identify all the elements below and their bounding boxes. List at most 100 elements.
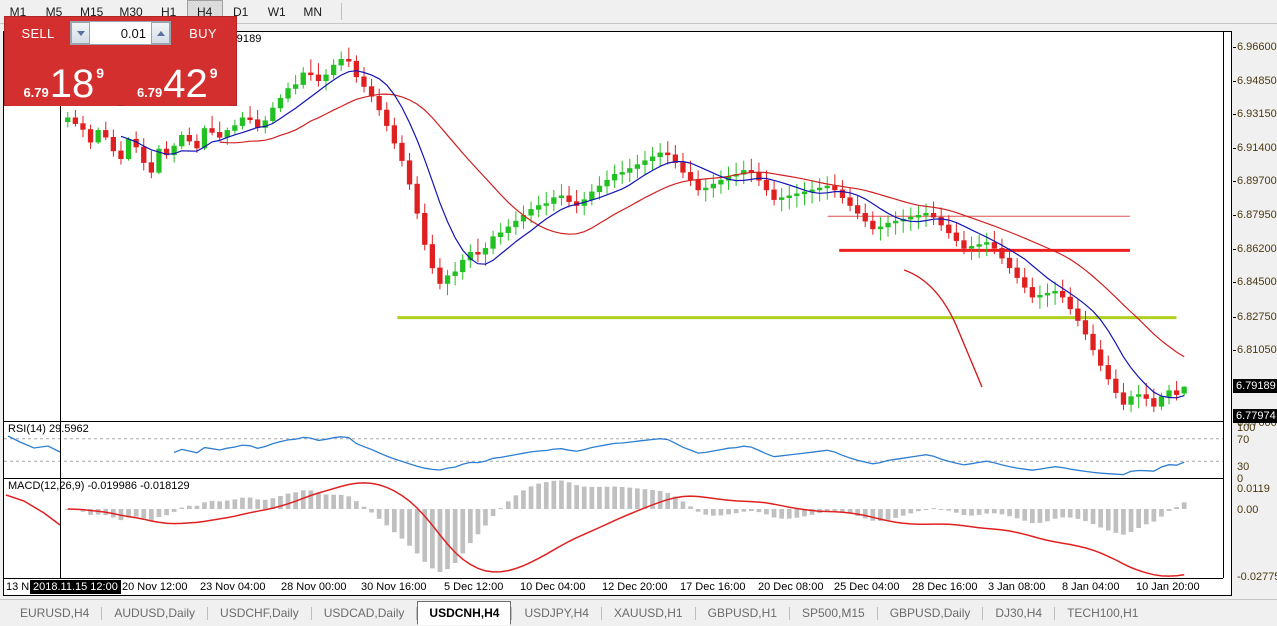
macd-histogram-bar <box>741 509 747 512</box>
chart-tab-gbpusd-daily[interactable]: GBPUSD,Daily <box>889 606 971 620</box>
macd-histogram-bar <box>551 480 557 509</box>
macd-histogram-bar <box>976 509 982 515</box>
candle-body <box>490 236 496 249</box>
volume-increase-button[interactable] <box>151 22 170 44</box>
one-click-trading-panel[interactable]: SELL 0.01 BUY 6.79 18 9 <box>4 16 237 106</box>
buy-label[interactable]: BUY <box>189 25 217 41</box>
macd-histogram-bar <box>969 509 974 516</box>
chart-tab-dj30-h4[interactable]: DJ30,H4 <box>995 606 1043 620</box>
macd-histogram-bar <box>521 490 526 509</box>
macd-histogram-bar <box>1128 509 1134 532</box>
candle-body <box>543 203 549 206</box>
macd-histogram-bar <box>498 508 503 510</box>
candle-body <box>999 248 1005 259</box>
price-axis-tick <box>1233 316 1236 318</box>
timeframe-button-m15[interactable]: M15 <box>80 4 104 19</box>
sell-price-base: 6.79 <box>23 85 49 100</box>
macd-histogram-bar <box>88 509 93 515</box>
macd-histogram-bar <box>1037 509 1043 523</box>
macd-histogram-bar <box>908 509 914 514</box>
macd-histogram-bar <box>840 509 845 512</box>
candle-body <box>292 84 299 89</box>
macd-histogram-bar <box>255 499 260 509</box>
macd-axis-label: 0.0119 <box>1237 483 1270 495</box>
rsi-line <box>173 436 1185 476</box>
candle-body <box>513 220 519 228</box>
macd-histogram-bar <box>916 509 921 512</box>
candle-body <box>680 162 686 173</box>
candle-body <box>1098 349 1104 366</box>
candle-body <box>482 248 489 255</box>
candle-body <box>141 146 147 163</box>
volume-stepper[interactable]: 0.01 <box>70 21 171 45</box>
buy-button[interactable]: 6.79 42 9 <box>123 50 231 106</box>
macd-histogram-bar <box>1090 509 1096 525</box>
macd-axis-label: 0.00 <box>1237 504 1259 516</box>
chart-tab-usdchf-daily[interactable]: USDCHF,Daily <box>220 606 299 620</box>
timeframe-button-h1[interactable]: H1 <box>161 4 177 19</box>
price-axis-label: 6.94850 <box>1237 74 1277 87</box>
macd-histogram-bar <box>733 509 739 514</box>
macd-histogram-bar <box>1105 509 1111 531</box>
caret-down-icon <box>76 30 85 36</box>
trend-projection-line <box>903 269 983 388</box>
price-axis-label: 6.96600 <box>1237 40 1277 53</box>
macd-pane[interactable]: MACD(12,26,9) -0.019986 -0.018129 <box>4 478 1223 578</box>
candle-body <box>80 123 86 130</box>
trade-panel-prices: 6.79 18 9 6.79 42 9 <box>10 50 231 106</box>
chart-tab-usdjpy-h4[interactable]: USDJPY,H4 <box>524 606 589 620</box>
rsi-pane[interactable]: RSI(14) 29.5962 <box>4 421 1223 477</box>
price-axis-tick <box>1233 46 1236 48</box>
candle-body <box>984 242 990 245</box>
candle-body <box>308 72 314 76</box>
macd-histogram-bar <box>407 509 412 546</box>
candle-body <box>672 154 678 163</box>
timeframe-button-m30[interactable]: M30 <box>119 4 143 19</box>
candle-body <box>665 152 671 156</box>
chart-window[interactable]: USDCNH,H4 6.78871 6.79225 6.78741 6.7918… <box>3 31 1232 596</box>
price-axis-label: 6.93150 <box>1237 107 1277 120</box>
candle-body <box>786 195 792 199</box>
timeframe-button-d1[interactable]: D1 <box>233 4 249 19</box>
candle-body <box>1151 398 1157 407</box>
candle-body <box>1044 292 1051 296</box>
candle-body <box>870 220 876 230</box>
time-axis-label: 20 Dec 08:00 <box>758 581 824 593</box>
chart-tab-xauusd-h1[interactable]: XAUUSD,H1 <box>613 606 683 620</box>
candle-body <box>285 88 291 99</box>
timeframe-button-mn[interactable]: MN <box>303 4 323 19</box>
chart-tab-gbpusd-h1[interactable]: GBPUSD,H1 <box>707 606 777 620</box>
candle-body <box>118 150 124 160</box>
chart-tab-bar: EURUSD,H4 AUDUSD,Daily USDCHF,Daily USDCAD,… <box>0 599 1277 626</box>
volume-decrease-button[interactable] <box>71 22 90 44</box>
timeframe-button-m5[interactable]: M5 <box>45 4 63 19</box>
chart-tab-audusd-daily[interactable]: AUDUSD,Daily <box>114 606 196 620</box>
sell-label[interactable]: SELL <box>21 25 55 41</box>
chart-tab-eurusd-h4[interactable]: EURUSD,H4 <box>20 606 90 620</box>
candle-body <box>854 205 861 214</box>
chart-tab-sp500-m15[interactable]: SP500,M15 <box>801 606 865 620</box>
price-axis-tick <box>1233 282 1236 284</box>
candle-body <box>627 168 633 173</box>
timeframe-button-w1[interactable]: W1 <box>267 4 286 19</box>
chart-tab-tech100-h1[interactable]: TECH100,H1 <box>1067 606 1139 620</box>
macd-histogram-bar <box>946 509 952 511</box>
chart-tab-usdcad-daily[interactable]: USDCAD,Daily <box>323 606 405 620</box>
macd-histogram-bar <box>900 509 906 516</box>
macd-histogram-bar <box>635 488 640 509</box>
macd-histogram-bar <box>1052 509 1058 519</box>
candle-body <box>277 98 284 109</box>
price-axis-tick <box>1233 181 1236 183</box>
macd-histogram-bar <box>505 501 511 509</box>
candle-body <box>596 185 603 193</box>
macd-histogram-bar <box>262 499 268 509</box>
sell-button[interactable]: 6.79 18 9 <box>10 50 118 106</box>
candle-body <box>718 179 724 185</box>
candle-body <box>558 195 565 199</box>
timeframe-button-m1[interactable]: M1 <box>9 4 27 19</box>
macd-histogram-bar <box>536 483 541 509</box>
macd-plot <box>5 480 1187 577</box>
macd-histogram-bar <box>832 509 838 511</box>
volume-value[interactable]: 0.01 <box>90 22 151 44</box>
chart-tab-usdcnh-h4[interactable]: USDCNH,H4 <box>417 601 512 625</box>
